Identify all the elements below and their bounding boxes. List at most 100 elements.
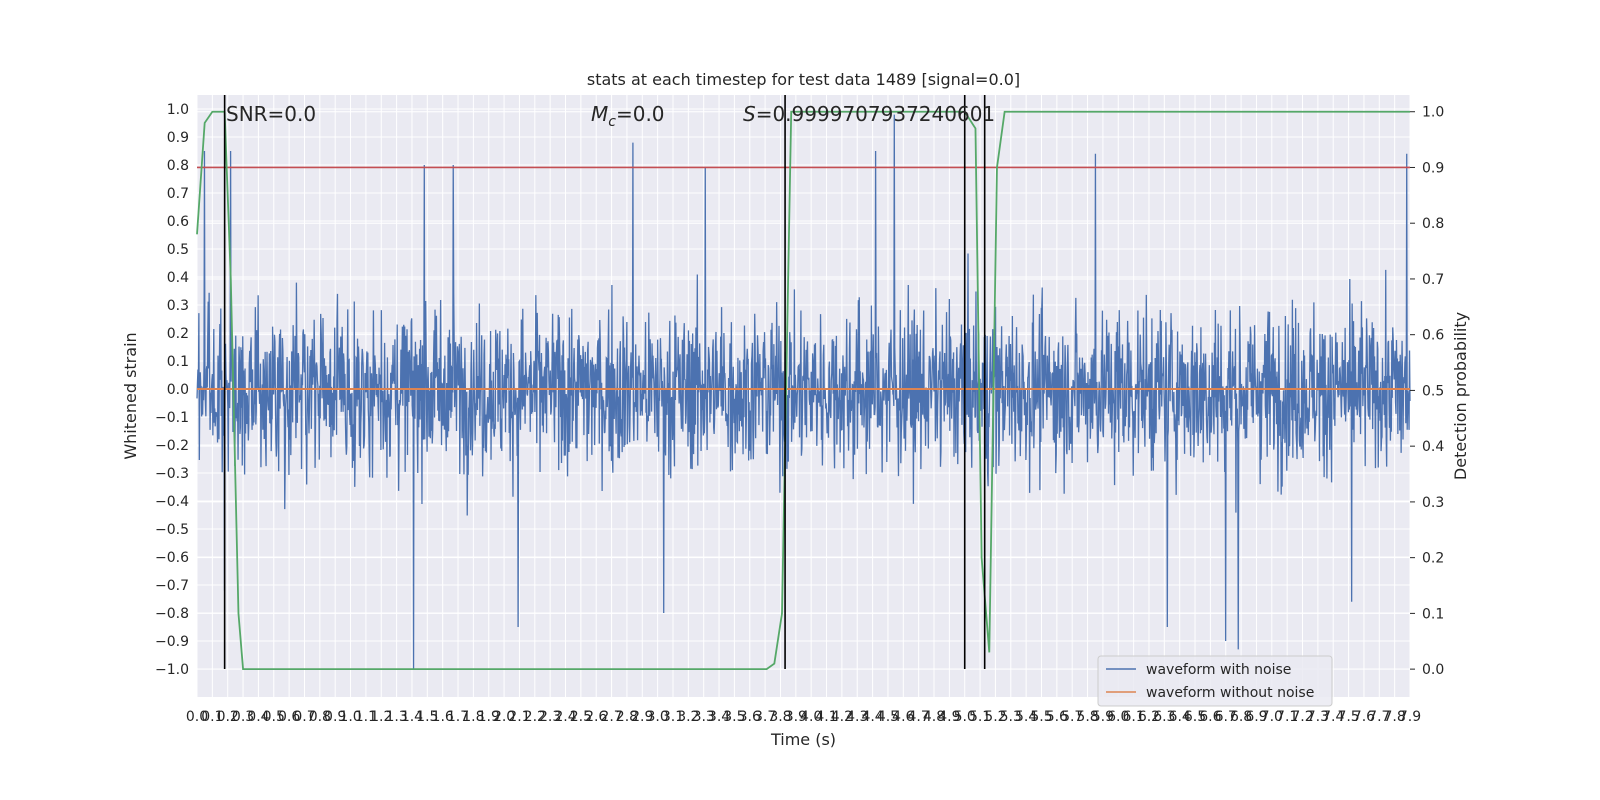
x-tick-label: 0.2 [217, 709, 239, 725]
x-tick-label: 2.4 [554, 709, 576, 725]
x-tick-label: 1.1 [355, 709, 377, 725]
x-tick-label: 4.7 [908, 709, 930, 725]
x-tick-label: 3.3 [693, 709, 715, 725]
x-tick-label: 3.9 [785, 709, 807, 725]
x-tick-label: 4.1 [815, 709, 837, 725]
y-tick-label: −0.6 [155, 550, 189, 566]
x-tick-label: 1.7 [447, 709, 469, 725]
y2-tick-label: 0.8 [1422, 216, 1444, 232]
y-tick-label: 1.0 [167, 102, 189, 118]
y2-tick-label: 0.9 [1422, 160, 1444, 176]
y-axis-label: Whitened strain [121, 332, 140, 459]
mc-symbol: M [591, 102, 608, 126]
y2-axis-label: Detection probability [1451, 312, 1470, 480]
y2-tick-label: 0.3 [1422, 495, 1444, 511]
y-tick-label: −0.5 [155, 522, 189, 538]
x-tick-label: 0.6 [278, 709, 300, 725]
x-tick-label: 7.6 [1353, 709, 1375, 725]
y-tick-label: −0.1 [155, 410, 189, 426]
x-tick-label: 6.8 [1230, 709, 1252, 725]
x-tick-label: 4.0 [800, 709, 822, 725]
series-waveform-with-noise [196, 114, 1411, 670]
y-tick-label: 0.1 [167, 354, 189, 370]
x-tick-label: 0.5 [263, 709, 285, 725]
x-tick-label: 7.5 [1337, 709, 1359, 725]
x-tick-label: 5.4 [1015, 709, 1037, 725]
chart-title: stats at each timestep for test data 148… [587, 70, 1020, 89]
x-tick-label: 6.5 [1184, 709, 1206, 725]
x-tick-label: 6.7 [1215, 709, 1237, 725]
x-tick-label: 6.0 [1107, 709, 1129, 725]
mc-annotation: Mc=0.0 [591, 102, 665, 130]
x-tick-label: 7.0 [1261, 709, 1283, 725]
y-tick-label: 0.9 [167, 130, 189, 146]
legend: waveform with noise waveform without noi… [1097, 655, 1333, 707]
x-tick-label: 2.0 [493, 709, 515, 725]
x-tick-label: 3.6 [739, 709, 761, 725]
x-tick-label: 0.1 [201, 709, 223, 725]
x-tick-label: 4.6 [892, 709, 914, 725]
x-tick-label: 3.2 [677, 709, 699, 725]
x-tick-label: 5.0 [954, 709, 976, 725]
s-annotation: S=0.9999707937240601 [743, 102, 995, 126]
y-tick-label: 0.7 [167, 186, 189, 202]
x-tick-label: 7.7 [1368, 709, 1390, 725]
x-tick-label: 1.5 [416, 709, 438, 725]
x-tick-label: 4.9 [938, 709, 960, 725]
mc-subscript: c [608, 114, 616, 130]
y-tick-label: −1.0 [155, 662, 189, 678]
x-tick-label: 2.1 [508, 709, 530, 725]
y-tick-label: −0.3 [155, 466, 189, 482]
x-tick-label: 7.1 [1276, 709, 1298, 725]
x-tick-label: 2.8 [616, 709, 638, 725]
x-tick-label: 0.4 [247, 709, 269, 725]
x-tick-label: 4.2 [831, 709, 853, 725]
mc-value: =0.0 [616, 102, 665, 126]
y-tick-labels: 1.0 0.9 0.8 0.7 0.6 0.5 0.4 0.3 0.2 0.1 0.0 −0.1 −0.… [155, 102, 189, 678]
x-tick-label: 5.9 [1092, 709, 1114, 725]
x-tick-label: 7.8 [1384, 709, 1406, 725]
x-tick-label: 1.6 [432, 709, 454, 725]
x-tick-label: 2.7 [600, 709, 622, 725]
x-tick-label: 3.4 [708, 709, 730, 725]
x-tick-label: 1.8 [462, 709, 484, 725]
y2-tick-label: 0.2 [1422, 551, 1444, 567]
y-tick-label: 0.0 [167, 382, 189, 398]
x-tick-label: 6.9 [1245, 709, 1267, 725]
x-tick-label: 5.2 [984, 709, 1006, 725]
x-tick-label: 5.1 [969, 709, 991, 725]
x-tick-label: 0.0 [186, 709, 208, 725]
x-tick-label: 4.3 [846, 709, 868, 725]
series-detection-probability [196, 110, 1410, 671]
x-axis-label: Time (s) [770, 730, 836, 749]
x-tick-label: 6.3 [1153, 709, 1175, 725]
y-tick-label: 0.5 [167, 242, 189, 258]
x-tick-label: 6.6 [1199, 709, 1221, 725]
y2-tick-label: 1.0 [1422, 105, 1444, 121]
x-tick-label: 3.0 [647, 709, 669, 725]
snr-annotation: SNR=0.0 [226, 102, 316, 126]
y-tick-label: 0.2 [167, 326, 189, 342]
x-tick-label: 0.7 [293, 709, 315, 725]
y-tick-label: −0.7 [155, 578, 189, 594]
y-tick-label: −0.2 [155, 438, 189, 454]
y-tick-label: 0.6 [167, 214, 189, 230]
noise-trace [196, 114, 1411, 670]
y-tick-label: 0.4 [167, 270, 189, 286]
x-tick-label: 0.3 [232, 709, 254, 725]
x-tick-label: 0.9 [324, 709, 346, 725]
x-tick-label: 5.3 [1000, 709, 1022, 725]
x-tick-label: 1.3 [385, 709, 407, 725]
x-tick-label: 5.7 [1061, 709, 1083, 725]
x-tick-label: 7.4 [1322, 709, 1344, 725]
x-tick-label: 2.6 [585, 709, 607, 725]
y2-tick-label: 0.7 [1422, 272, 1444, 288]
y-tick-label: −0.9 [155, 634, 189, 650]
y2-tick-label: 0.0 [1422, 662, 1444, 678]
vertical-markers [223, 95, 986, 669]
x-tick-label: 1.0 [339, 709, 361, 725]
x-tick-label: 0.8 [309, 709, 331, 725]
y-tick-label: −0.4 [155, 494, 189, 510]
x-tick-label: 1.4 [401, 709, 423, 725]
x-tick-labels: 0.00.10.20.30.40.50.60.70.80.91.01.11.21… [186, 709, 1421, 725]
